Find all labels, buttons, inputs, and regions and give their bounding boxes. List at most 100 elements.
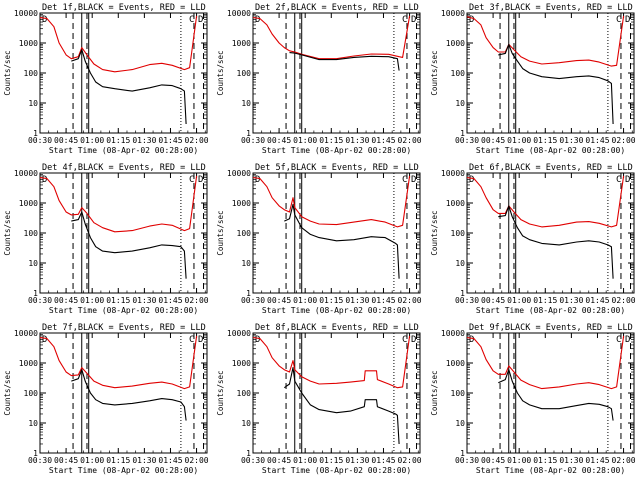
lld-series-line	[466, 335, 625, 390]
y-tick-label: 1000	[232, 39, 251, 48]
lld-series-line	[252, 335, 411, 389]
legend-mark-d-right: D	[625, 175, 630, 185]
x-tick-label: 01:45	[158, 136, 182, 145]
lld-series-line	[466, 15, 625, 67]
x-tick-label: 01:00	[507, 296, 531, 305]
y-tick-label: 10000	[441, 9, 465, 18]
x-tick-label: 01:45	[585, 136, 609, 145]
x-tick-label: 00:30	[455, 136, 479, 145]
lld-series-line	[252, 175, 411, 228]
events-series-line	[498, 369, 614, 421]
y-tick-label: 10	[455, 99, 465, 108]
x-axis-label: Start Time (08-Apr-02 00:28:00)	[49, 306, 198, 315]
y-tick-label: 1000	[446, 359, 465, 368]
x-tick-label: 01:30	[559, 456, 583, 465]
x-tick-label: 01:00	[507, 456, 531, 465]
legend-mark-d-right: D	[411, 335, 416, 345]
x-tick-label: 01:15	[319, 136, 343, 145]
x-tick-label: 00:30	[455, 456, 479, 465]
y-tick-label: 1	[33, 449, 38, 458]
lld-series-line	[39, 15, 198, 73]
x-axis-label: Start Time (08-Apr-02 00:28:00)	[49, 466, 198, 475]
y-tick-label: 1	[33, 129, 38, 138]
lld-series-line	[252, 15, 411, 60]
x-tick-label: 02:00	[612, 136, 636, 145]
panel-title: Det 8f,BLACK = Events, RED = LLD	[255, 323, 419, 333]
events-series-line	[71, 211, 187, 279]
x-tick-label: 00:45	[481, 296, 505, 305]
x-tick-label: 01:45	[585, 456, 609, 465]
x-tick-label: 01:30	[559, 296, 583, 305]
legend-mark-d-right: D	[198, 15, 203, 25]
x-tick-label: 01:30	[559, 136, 583, 145]
legend-mark-c-right: C	[402, 15, 407, 25]
y-tick-label: 10	[28, 259, 38, 268]
y-tick-label: 1	[33, 289, 38, 298]
y-tick-label: 100	[237, 229, 252, 238]
y-tick-label: 10000	[227, 169, 251, 178]
legend-mark-d-left: D	[255, 335, 260, 345]
x-tick-label: 00:45	[481, 456, 505, 465]
plot-frame	[466, 332, 635, 454]
x-axis-label: Start Time (08-Apr-02 00:28:00)	[262, 466, 411, 475]
x-tick-label: 01:30	[132, 456, 156, 465]
legend-mark-d-right: D	[198, 175, 203, 185]
x-tick-label: 01:15	[106, 456, 130, 465]
legend-mark-d-right: D	[411, 175, 416, 185]
y-tick-label: 1	[246, 449, 251, 458]
y-axis-label: Counts/sec	[216, 210, 225, 255]
x-tick-label: 02:00	[185, 296, 209, 305]
legend-mark-d-right: D	[198, 335, 203, 345]
y-tick-label: 1	[460, 449, 465, 458]
detector-panel: Det 6f,BLACK = Events, RED = LLD 1 10 100 10…	[430, 163, 636, 315]
y-tick-label: 1000	[232, 199, 251, 208]
legend-mark-c-right: C	[616, 15, 621, 25]
y-axis-label: Counts/sec	[3, 370, 12, 415]
x-tick-label: 01:15	[106, 296, 130, 305]
y-tick-label: 1000	[446, 199, 465, 208]
x-tick-label: 01:00	[507, 136, 531, 145]
x-tick-label: 01:30	[132, 136, 156, 145]
legend-mark-d-left: D	[469, 175, 474, 185]
x-tick-label: 01:00	[80, 456, 104, 465]
detector-panel: Det 3f,BLACK = Events, RED = LLD 1 10 100 10…	[430, 3, 636, 155]
y-tick-label: 10000	[441, 329, 465, 338]
detector-panel: Det 8f,BLACK = Events, RED = LLD 1 10 100 10…	[216, 323, 422, 475]
x-tick-label: 00:30	[28, 296, 52, 305]
x-tick-label: 01:15	[533, 136, 557, 145]
x-tick-label: 01:00	[293, 136, 317, 145]
panel-title: Det 6f,BLACK = Events, RED = LLD	[469, 163, 633, 173]
y-tick-label: 10000	[14, 329, 38, 338]
y-tick-label: 100	[451, 69, 466, 78]
panel-title: Det 9f,BLACK = Events, RED = LLD	[469, 323, 633, 333]
y-tick-label: 1	[246, 129, 251, 138]
y-tick-label: 1000	[19, 39, 38, 48]
events-series-line	[289, 52, 400, 71]
legend-mark-d-left: D	[469, 15, 474, 25]
x-tick-label: 00:45	[267, 456, 291, 465]
y-tick-label: 100	[237, 69, 252, 78]
plot-frame	[39, 12, 208, 134]
x-tick-label: 01:00	[293, 456, 317, 465]
x-tick-label: 00:45	[54, 296, 78, 305]
y-tick-label: 10	[241, 99, 251, 108]
x-axis-label: Start Time (08-Apr-02 00:28:00)	[476, 146, 625, 155]
legend-mark-d-left: D	[42, 335, 47, 345]
legend-mark-d-left: D	[42, 15, 47, 25]
x-tick-label: 00:30	[241, 296, 265, 305]
detector-panel: Det 7f,BLACK = Events, RED = LLD 1 10 100 10…	[3, 323, 209, 475]
legend-mark-c-right: C	[616, 175, 621, 185]
panel-title: Det 2f,BLACK = Events, RED = LLD	[255, 3, 419, 13]
y-tick-label: 10	[455, 419, 465, 428]
x-tick-label: 01:15	[106, 136, 130, 145]
x-tick-label: 01:15	[319, 456, 343, 465]
legend-mark-c-right: C	[616, 335, 621, 345]
x-tick-label: 02:00	[185, 456, 209, 465]
y-axis-label: Counts/sec	[216, 50, 225, 95]
y-tick-label: 10000	[441, 169, 465, 178]
panel-title: Det 4f,BLACK = Events, RED = LLD	[42, 163, 206, 173]
plot-frame	[39, 172, 208, 294]
y-axis-label: Counts/sec	[216, 370, 225, 415]
x-axis-label: Start Time (08-Apr-02 00:28:00)	[262, 306, 411, 315]
